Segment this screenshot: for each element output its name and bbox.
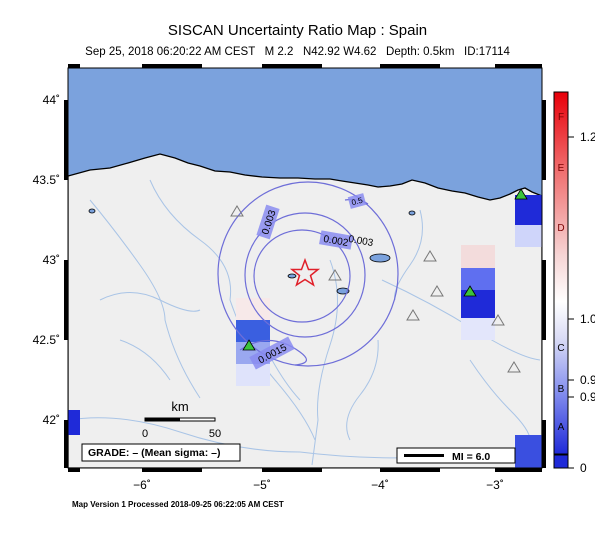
latitude-labels: 44˚ 43.5˚ 43˚ 42.5˚ 42˚	[33, 93, 60, 427]
grade-letter: D	[557, 223, 564, 234]
lake	[369, 253, 391, 263]
scale-unit: km	[171, 399, 188, 414]
colorbar-value: 1.0	[580, 312, 595, 326]
colorbar-letters: F E D C B A	[557, 112, 564, 433]
colorbar-value: 0	[580, 461, 587, 475]
mi-box: MI = 6.0	[396, 447, 516, 464]
contour-label-4: 0.5	[351, 196, 365, 208]
grade-letter: F	[558, 112, 564, 123]
station-markers-active	[242, 188, 528, 351]
lake	[408, 210, 416, 216]
lon-label: −4˚	[371, 478, 389, 492]
lat-label: 43.5˚	[33, 173, 60, 187]
colorbar-values: 1.2 1.0 0.9 0.9 0	[568, 130, 595, 475]
lake	[287, 273, 297, 279]
lat-label: 42.5˚	[33, 333, 60, 347]
scale-bar: km 0 50	[142, 399, 221, 440]
land-area	[68, 153, 542, 468]
map-panel: 0.003 0.002 0.003 0.0015 0.5	[68, 68, 542, 468]
grade-box: GRADE: – (Mean sigma: –)	[81, 443, 241, 462]
grade-text: GRADE: – (Mean sigma: –)	[88, 447, 220, 459]
lon-label: −3˚	[486, 478, 504, 492]
lake	[88, 208, 96, 214]
lake	[336, 287, 350, 295]
map-title: SISCAN Uncertainty Ratio Map : Spain	[167, 22, 428, 39]
epicenter-star-icon	[289, 257, 321, 287]
scale-tick: 50	[209, 428, 221, 440]
station-markers-inactive	[230, 205, 521, 373]
longitude-labels: −6˚ −5˚ −4˚ −3˚	[133, 478, 504, 492]
lon-label: −5˚	[253, 478, 271, 492]
lon-label: −6˚	[133, 478, 151, 492]
colorbar-value: 0.9	[580, 390, 595, 404]
grade-letter: C	[557, 343, 564, 354]
lat-label: 44˚	[43, 93, 60, 107]
lat-label: 43˚	[43, 253, 60, 267]
lat-label: 42˚	[43, 413, 60, 427]
grade-letter: E	[558, 163, 565, 174]
colorbar: F E D C B A 1.2 1.0 0.9 0.9 0	[553, 91, 595, 475]
grade-letter: A	[558, 422, 565, 433]
event-subtitle: Sep 25, 2018 06:20:22 AM CEST M 2.2 N42.…	[85, 46, 510, 58]
map-frame-ticks	[64, 64, 546, 472]
uncertainty-contours	[217, 181, 399, 367]
processing-footer: Map Version 1 Processed 2018-09-25 06:22…	[72, 500, 284, 509]
colorbar-value: 1.2	[580, 130, 595, 144]
contour-label-2: 0.003	[347, 234, 374, 249]
contour-label-1: 0.002	[322, 234, 349, 249]
scale-tick: 0	[142, 428, 148, 440]
colorbar-value: 0.9	[580, 373, 595, 387]
grade-letter: B	[558, 384, 565, 395]
mi-text: MI = 6.0	[452, 451, 490, 463]
